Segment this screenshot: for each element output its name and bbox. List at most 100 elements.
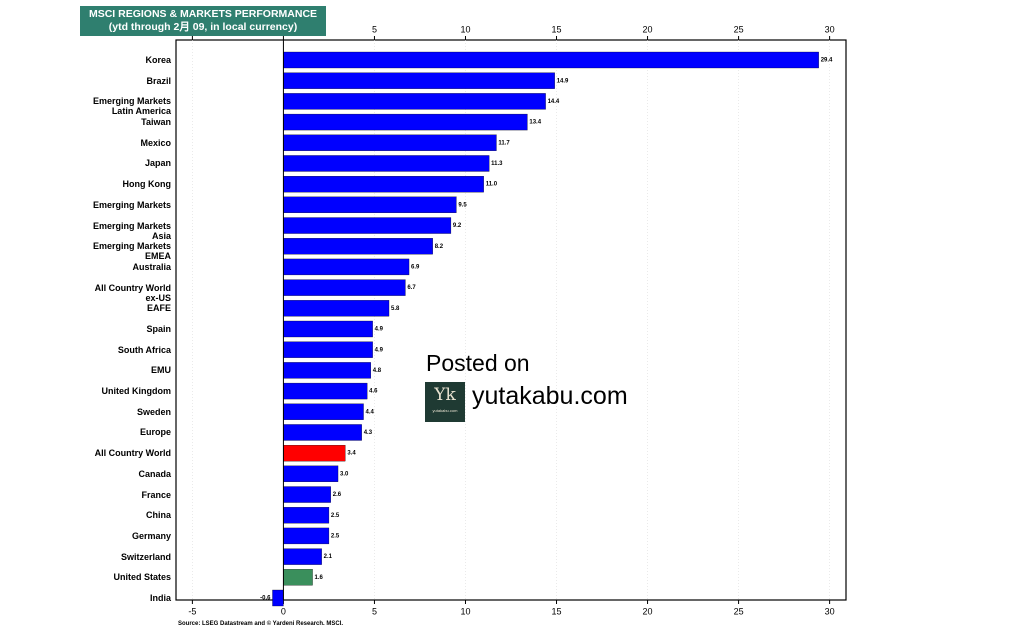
bar [283,258,410,276]
bar [283,507,330,524]
y-tick-label: Emerging Markets Latin America [92,96,171,117]
x-tick-label: 10 [460,606,470,616]
y-tick-label: All Country World ex-US [94,282,171,303]
value-label: 6.9 [411,265,420,271]
y-tick-label: United Kingdom [101,386,172,397]
bar [283,113,528,131]
value-label: 4.8 [373,368,382,374]
y-tick-label: Australia [132,261,171,272]
value-label: 13.4 [529,120,541,126]
x-tick-label: 20 [643,606,653,616]
y-tick-label: Emerging Markets Asia [92,220,171,241]
logo-mark: Yk [434,385,456,405]
value-label: 4.6 [369,389,378,395]
bar [283,238,433,255]
value-label: 11.7 [498,140,510,146]
x-tick-label: 30 [825,606,835,616]
bar [283,445,346,462]
value-label: 8.2 [435,244,444,250]
bar [283,424,362,441]
value-label: 11.3 [491,161,503,167]
x-tick-label: 20 [643,24,653,34]
value-label: 4.9 [375,327,384,333]
y-tick-label: Hong Kong [122,179,172,190]
value-label: 3.4 [347,451,356,457]
y-tick-label: Switzerland [120,551,171,562]
value-label: 4.4 [366,409,375,415]
bar [283,134,497,151]
x-tick-label: 5 [372,24,377,34]
bar [283,403,364,420]
y-tick-label: Emerging Markets EMEA [92,241,171,262]
bar [283,300,390,317]
value-label: 4.9 [375,347,384,353]
y-tick-label: South Africa [117,344,171,355]
y-tick-label: France [141,489,171,500]
x-tick-label: -5 [188,606,196,616]
bar [283,382,368,400]
y-tick-label: Canada [138,468,171,479]
y-tick-label: Europe [139,427,171,438]
y-tick-label: All Country World [94,448,171,459]
bar [283,527,330,545]
value-label: 2.5 [331,513,340,519]
y-tick-label: India [149,593,171,603]
value-label: 3.0 [340,471,349,477]
x-tick-label: 15 [552,24,562,34]
x-tick-label: 25 [734,606,744,616]
value-label: -0.6 [260,596,271,602]
bar [283,217,452,234]
bar [283,176,484,193]
value-label: 5.8 [391,306,400,312]
y-tick-label: Taiwan [141,117,171,128]
value-label: 29.4 [821,58,833,64]
y-tick-label: Brazil [146,75,171,86]
x-tick-label: 15 [552,606,562,616]
y-tick-label: China [145,510,171,521]
y-tick-label: Emerging Markets [92,199,171,210]
y-tick-label: Japan [144,158,171,169]
x-tick-label: 5 [372,606,377,616]
bar [283,486,331,503]
y-tick-label: EAFE [146,303,171,314]
x-tick-label: 25 [734,24,744,34]
y-tick-label: Sweden [136,406,171,417]
source: Source: LSEG Datastream and © Yardeni Re… [178,621,344,627]
bar [283,51,819,69]
bar [272,589,284,607]
bar [283,279,406,296]
value-label: 14.4 [548,99,560,105]
value-label: 1.6 [315,575,324,581]
value-label: 2.1 [324,554,333,560]
x-tick-label: 30 [825,24,835,34]
y-tick-label: Korea [145,55,171,65]
y-tick-label: United States [113,572,171,583]
bar [283,362,371,379]
bar [283,93,546,110]
value-label: 9.2 [453,223,462,229]
plot-frame [175,39,847,601]
bar [283,155,490,172]
bar [283,569,313,586]
bar [283,341,373,358]
watermark-text: yutakabu.com [472,382,628,410]
title-box: MSCI REGIONS & MARKETS PERFORMANCE (ytd … [80,6,326,36]
value-label: 9.5 [458,202,467,208]
bar [283,196,457,213]
y-tick-label: Mexico [140,137,171,148]
y-tick-label: Spain [146,324,171,334]
bar [283,72,555,89]
value-label: 14.9 [557,78,569,84]
value-label: 2.6 [333,492,342,498]
x-tick-label: 10 [460,24,470,34]
y-tick-label: Germany [131,530,171,541]
x-tick-label: 0 [281,606,286,616]
value-label: 11.0 [486,182,498,188]
value-label: 2.5 [331,534,340,540]
bar [283,548,322,565]
watermark-text: Posted on [426,350,530,376]
logo: Yk yutakabu.com [425,382,465,422]
bar [283,320,373,338]
